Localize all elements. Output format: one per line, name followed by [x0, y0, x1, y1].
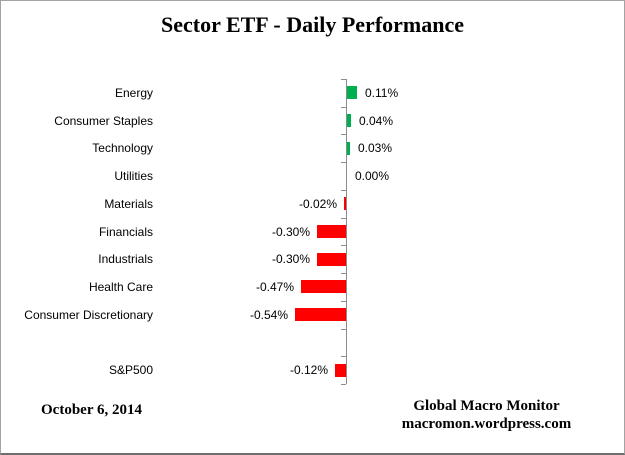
- value-label: 0.00%: [355, 169, 390, 183]
- category-label: Technology: [92, 141, 153, 155]
- footer-source: Global Macro Monitor macromon.wordpress.…: [376, 397, 597, 433]
- source-name: Global Macro Monitor: [413, 398, 560, 414]
- value-label: -0.30%: [271, 252, 310, 266]
- value-label: -0.47%: [255, 280, 294, 294]
- axis-tick: [341, 79, 346, 80]
- positive-bar: [347, 86, 357, 99]
- footer-date: October 6, 2014: [41, 402, 142, 418]
- axis-tick: [341, 107, 346, 108]
- category-label: Utilities: [114, 169, 153, 183]
- category-label: S&P500: [108, 363, 153, 377]
- positive-bar: [347, 114, 351, 127]
- axis-tick: [341, 329, 346, 330]
- category-label: Financials: [98, 225, 153, 239]
- axis-tick: [341, 356, 346, 357]
- negative-bar: [317, 253, 346, 266]
- axis-tick: [341, 134, 346, 135]
- axis-tick: [341, 190, 346, 191]
- negative-bar: [295, 308, 346, 321]
- category-label: Energy: [114, 86, 153, 100]
- category-label: Industrials: [98, 252, 153, 266]
- category-label: Materials: [104, 197, 153, 211]
- axis-tick: [341, 273, 346, 274]
- category-label: Consumer Staples: [54, 114, 153, 128]
- chart-title: Sector ETF - Daily Performance: [160, 12, 464, 37]
- negative-bar: [335, 364, 346, 377]
- negative-bar: [344, 197, 346, 210]
- axis-tick: [341, 301, 346, 302]
- negative-bar: [301, 280, 346, 293]
- value-label: -0.02%: [298, 197, 337, 211]
- value-label: 0.03%: [358, 141, 393, 155]
- value-label: 0.11%: [365, 86, 399, 100]
- axis-tick: [341, 384, 346, 385]
- value-label: -0.30%: [271, 225, 310, 239]
- axis-line: [346, 79, 347, 384]
- positive-bar: [347, 142, 350, 155]
- negative-bar: [317, 225, 346, 238]
- axis-tick: [341, 218, 346, 219]
- value-label: 0.04%: [359, 114, 394, 128]
- category-label: Consumer Discretionary: [24, 308, 153, 322]
- axis-tick: [341, 245, 346, 246]
- axis-tick: [341, 162, 346, 163]
- category-label: Health Care: [88, 280, 153, 294]
- source-url: macromon.wordpress.com: [401, 416, 572, 432]
- value-label: -0.54%: [249, 308, 288, 322]
- value-label: -0.12%: [289, 363, 328, 377]
